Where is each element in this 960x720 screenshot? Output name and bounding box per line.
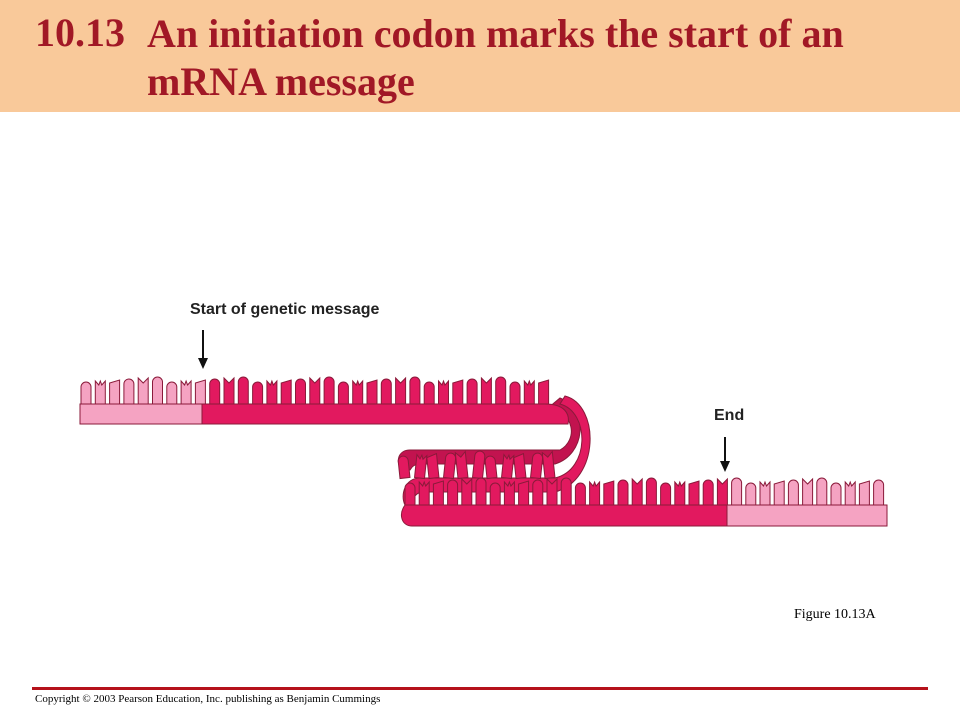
- base: [194, 379, 206, 405]
- base: [80, 381, 92, 405]
- base: [518, 480, 530, 506]
- title-banner: [0, 0, 960, 112]
- base: [461, 477, 473, 506]
- base: [858, 480, 870, 506]
- base: [423, 381, 435, 405]
- base: [716, 477, 728, 506]
- base: [447, 479, 459, 506]
- base: [466, 378, 478, 405]
- base: [523, 379, 535, 405]
- base: [513, 452, 527, 480]
- base: [454, 450, 469, 480]
- bottom-strand-noncoding: [726, 504, 888, 527]
- base: [94, 379, 106, 405]
- base: [337, 381, 349, 405]
- copyright-text: Copyright © 2003 Pearson Education, Inc.…: [35, 693, 381, 705]
- base: [480, 376, 492, 405]
- base: [237, 376, 249, 405]
- base: [631, 477, 643, 506]
- base: [745, 482, 757, 506]
- base: [280, 379, 292, 405]
- base: [409, 376, 421, 405]
- base: [787, 479, 799, 506]
- base: [380, 378, 392, 405]
- top-strand-coding: [201, 403, 569, 425]
- base: [538, 379, 550, 405]
- base: [500, 453, 515, 480]
- figure-label: Figure 10.13A: [794, 607, 876, 622]
- base: [426, 452, 440, 480]
- base: [442, 452, 457, 480]
- base: [802, 477, 814, 506]
- base: [844, 480, 856, 506]
- base: [660, 482, 672, 506]
- base: [603, 480, 615, 506]
- bottom-strand-bases: [404, 477, 885, 506]
- base: [541, 450, 556, 480]
- base: [503, 480, 515, 506]
- slide-title: An initiation codon marks the start of a…: [147, 10, 927, 106]
- start-label: Start of genetic message: [190, 301, 380, 318]
- base: [873, 479, 885, 506]
- base: [589, 480, 601, 506]
- strand-fold-back: [397, 397, 581, 471]
- slide-number: 10.13: [35, 10, 125, 55]
- base: [438, 379, 449, 405]
- base: [471, 450, 486, 480]
- base: [674, 480, 686, 506]
- base: [180, 379, 192, 405]
- end-arrow: [720, 437, 730, 472]
- base: [816, 477, 828, 506]
- slide-title-line-1: An initiation codon marks the start of a…: [147, 11, 844, 56]
- slide-title-line-2: mRNA message: [147, 59, 415, 104]
- base: [432, 480, 444, 506]
- base: [223, 376, 235, 405]
- base: [418, 480, 430, 506]
- base: [252, 381, 264, 405]
- base: [617, 479, 629, 506]
- footer-rule: [32, 687, 928, 690]
- start-arrow: [198, 330, 208, 369]
- base: [475, 477, 487, 506]
- base: [645, 477, 657, 506]
- base: [574, 482, 586, 506]
- base: [773, 480, 785, 506]
- base: [546, 477, 558, 506]
- base: [759, 480, 771, 506]
- base: [397, 455, 411, 480]
- fold-bases: [397, 450, 556, 480]
- base: [309, 376, 321, 405]
- base: [166, 381, 178, 405]
- base: [560, 477, 572, 506]
- base: [352, 379, 364, 405]
- top-strand-bases: [80, 376, 550, 405]
- base: [395, 376, 407, 405]
- base: [830, 482, 842, 506]
- top-strand-noncoding: [79, 403, 203, 425]
- base: [152, 376, 163, 405]
- base: [109, 379, 121, 405]
- end-label: End: [714, 407, 745, 424]
- base: [323, 376, 335, 405]
- base: [509, 381, 521, 405]
- base: [489, 482, 501, 506]
- bottom-strand-coding: [401, 504, 728, 527]
- base: [366, 379, 378, 405]
- base: [209, 378, 221, 405]
- base: [137, 376, 149, 405]
- base: [123, 378, 135, 405]
- base: [295, 378, 306, 405]
- base: [529, 452, 544, 480]
- base: [452, 379, 464, 405]
- base: [532, 479, 544, 506]
- base: [731, 477, 743, 506]
- base: [495, 376, 507, 405]
- base: [688, 480, 700, 506]
- base: [413, 453, 428, 480]
- base: [702, 479, 714, 506]
- base: [484, 455, 498, 480]
- base: [266, 379, 278, 405]
- base: [404, 482, 416, 506]
